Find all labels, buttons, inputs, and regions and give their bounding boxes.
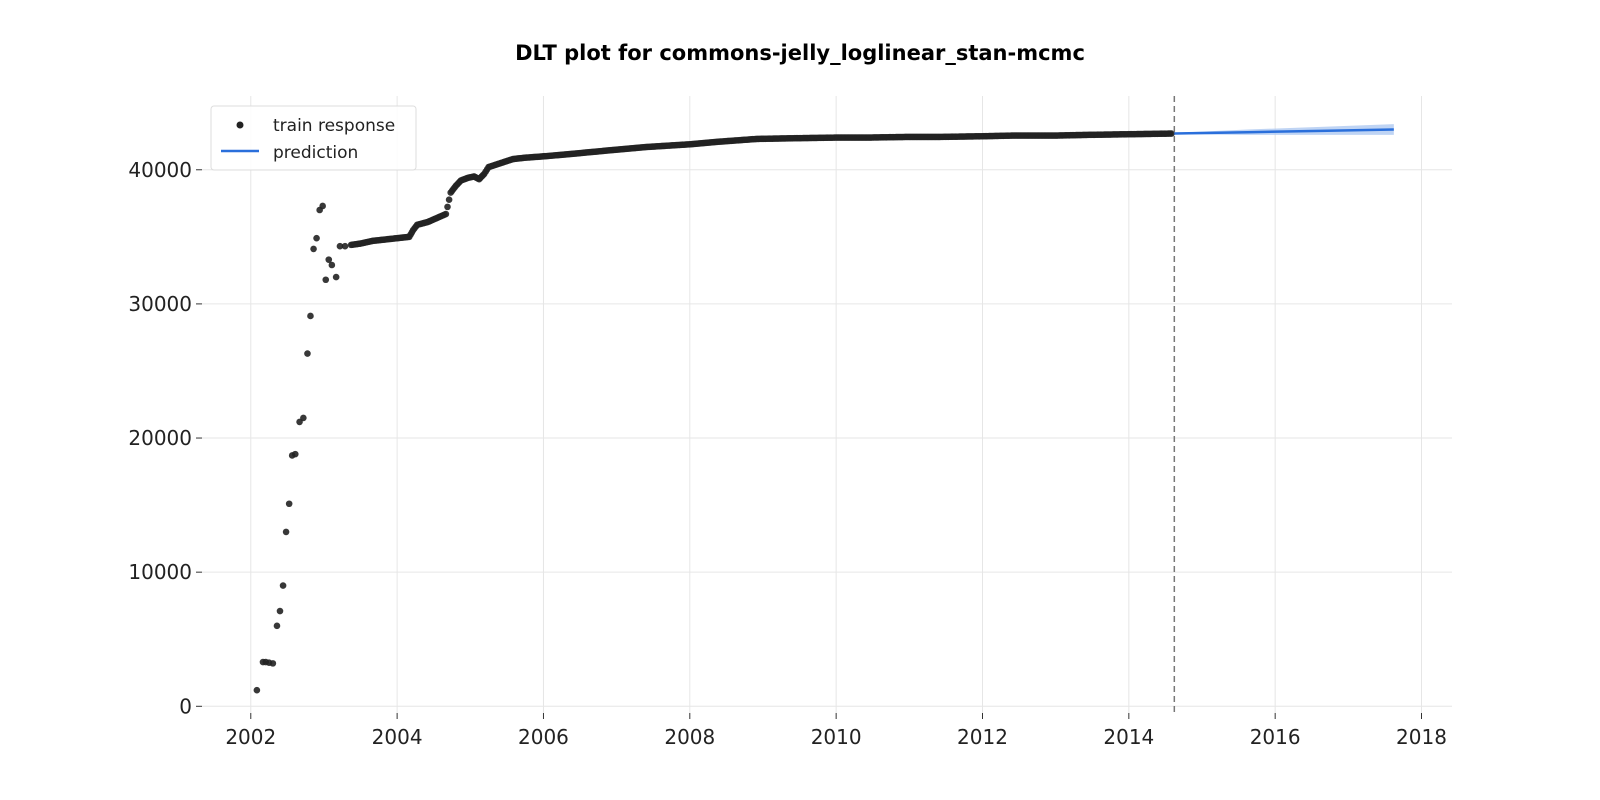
x-tick-label: 2016	[1250, 725, 1301, 749]
train-response-point	[291, 450, 299, 458]
train-response-point	[319, 202, 326, 210]
train-response-point	[282, 528, 290, 536]
train-response-point	[332, 273, 340, 281]
x-tick-label: 2018	[1396, 725, 1447, 749]
grid-lines	[202, 96, 1452, 713]
train-response-point	[307, 312, 314, 320]
prediction-line-layer	[1174, 128, 1394, 135]
train-response-point	[279, 582, 287, 589]
train-response-point	[304, 350, 311, 357]
legend-train-response-marker	[236, 121, 244, 129]
train-response-point	[325, 256, 333, 263]
legend-prediction-label: prediction	[273, 143, 358, 163]
chart-title: DLT plot for commons-jelly_loglinear_sta…	[515, 41, 1085, 65]
train-response-point	[310, 245, 317, 253]
train-response-point	[300, 414, 307, 422]
train-response-point	[285, 500, 293, 508]
train-response-point	[444, 203, 451, 211]
y-tick-label: 20000	[128, 426, 192, 450]
x-tick-label: 2014	[1103, 725, 1154, 749]
axes: 2002 2004 2006 2008 2010 2012 2014 2016 2018 0 100…	[128, 96, 1447, 749]
x-tick-label: 2008	[664, 725, 715, 749]
y-tick-label: 30000	[128, 292, 192, 316]
y-tick-label: 0	[179, 694, 192, 718]
x-tick-label: 2010	[811, 725, 862, 749]
train-response-point	[322, 276, 330, 284]
train-response-point	[328, 261, 336, 269]
train-response-point	[341, 242, 349, 250]
x-tick-label: 2004	[372, 725, 423, 749]
x-tick-label: 2006	[518, 725, 569, 749]
train-response-point	[445, 196, 453, 204]
x-tick-label: 2012	[957, 725, 1008, 749]
train-response-point	[269, 660, 277, 667]
legend: train response prediction	[210, 105, 417, 171]
train-response-point	[441, 211, 448, 219]
y-tick-label: 40000	[128, 158, 192, 182]
train-response-point	[253, 686, 261, 694]
train-response-points	[253, 130, 1175, 694]
train-response-point	[313, 234, 320, 242]
prediction-line	[1174, 128, 1394, 135]
train-response-point	[1166, 130, 1174, 137]
legend-box	[210, 105, 417, 171]
train-response-point	[276, 607, 284, 615]
train-response-point	[273, 622, 281, 630]
legend-train-response-label: train response	[273, 116, 395, 136]
y-tick-label: 10000	[128, 560, 192, 584]
train-response-point	[336, 242, 344, 250]
x-tick-label: 2002	[225, 725, 276, 749]
